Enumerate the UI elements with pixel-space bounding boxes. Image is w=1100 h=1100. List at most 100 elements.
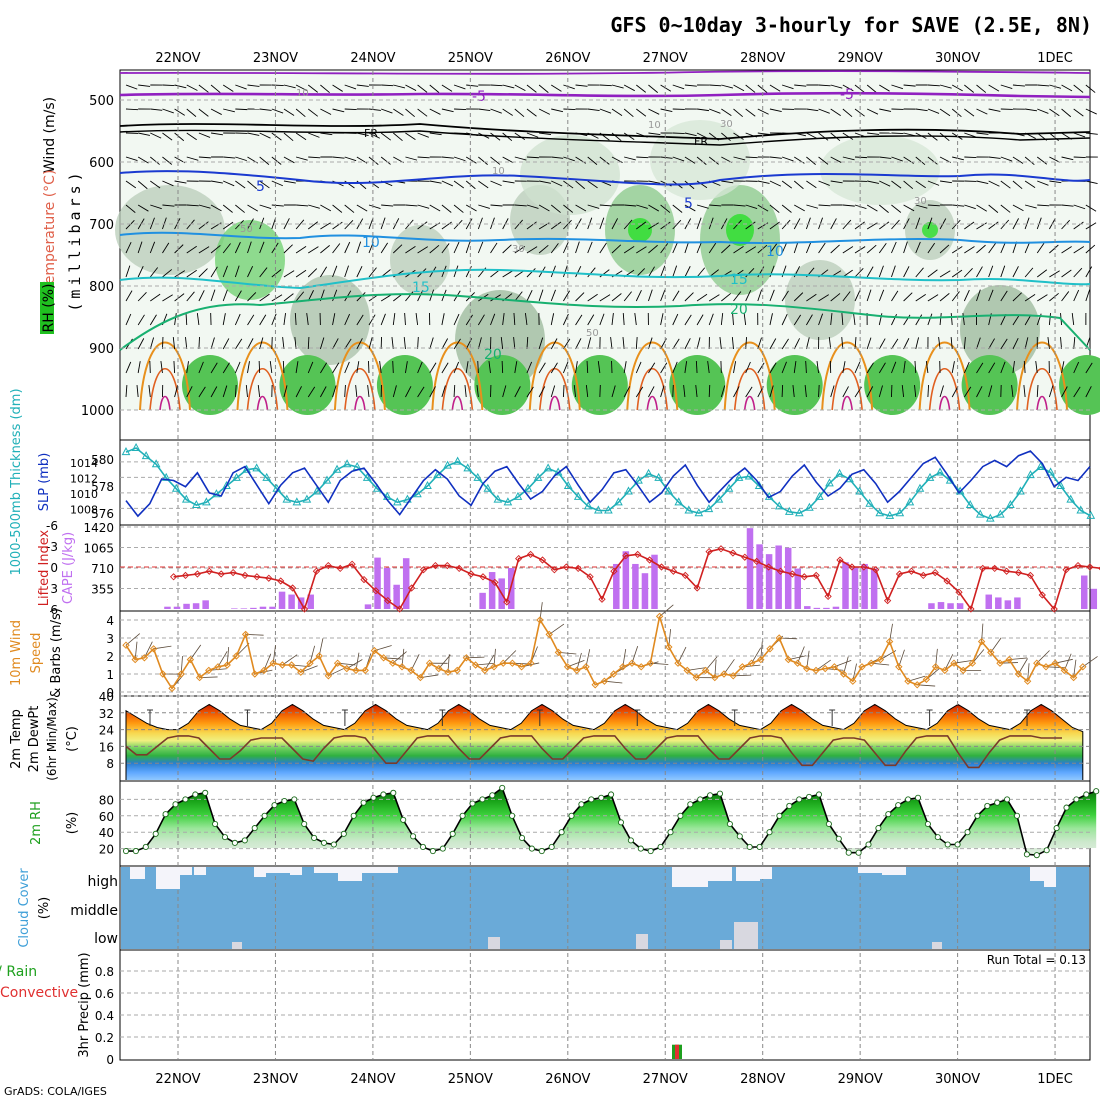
- wind-barb: [891, 219, 900, 230]
- cape-tick-label: 1420: [83, 521, 114, 535]
- wind-barb: [1085, 386, 1092, 398]
- wind-barb: [477, 241, 484, 254]
- wind-barb: [247, 292, 257, 302]
- rh-shading-blob: [1059, 355, 1100, 415]
- wind-barb: [1012, 218, 1019, 230]
- wind-barb: [235, 156, 247, 162]
- cape-bar: [202, 600, 209, 609]
- cape-panel-labels: Lifted Index CAPE (J/kg): [37, 529, 76, 606]
- wind-barb: [223, 180, 235, 187]
- wind10m-point: [950, 659, 958, 667]
- wind-barb: [405, 132, 416, 141]
- cloud-cover-label: Cloud Cover: [17, 868, 32, 948]
- wind-barb: [781, 204, 792, 213]
- lifted-index-point: [681, 571, 689, 580]
- wind-barb: [914, 385, 917, 398]
- wind-barb: [538, 244, 549, 254]
- thickness-point: [433, 470, 442, 479]
- wind-barb: [551, 156, 564, 159]
- wind-barb: [648, 222, 659, 230]
- wind-barb: [513, 337, 516, 350]
- wind-barb: [624, 204, 637, 207]
- wind-barb: [805, 241, 812, 254]
- wind-barb: [465, 361, 469, 374]
- wind-barb: [137, 314, 145, 326]
- wind-barb: [879, 84, 890, 92]
- wind-barb: [878, 385, 883, 398]
- wind-barb: [368, 241, 374, 254]
- wind-barb: [162, 269, 173, 278]
- slp-tick-label: 1008: [70, 503, 98, 516]
- wind-barb: [247, 132, 260, 136]
- wind-barb: [500, 337, 504, 350]
- rh2m-point: [499, 784, 506, 791]
- isotherm-freezing-1: [119, 123, 1091, 140]
- rh2m-point: [657, 843, 664, 851]
- wind10m-point: [821, 664, 829, 673]
- wind10m-point: [609, 670, 618, 678]
- wind-barb: [393, 84, 406, 89]
- isotherm-5: [119, 170, 1091, 186]
- wind-barb: [915, 180, 926, 189]
- cape-bar: [307, 594, 314, 609]
- temp-minmax-bar: [147, 709, 153, 726]
- isotherm-35: [841, 395, 853, 411]
- wind-barb: [271, 269, 282, 278]
- wind10m-point: [904, 677, 912, 685]
- wind-barb: [186, 291, 195, 302]
- wind-barb: [610, 337, 613, 350]
- rh-shading-blob: [726, 214, 754, 246]
- wind-barb: [380, 156, 391, 165]
- wind-barb: [1048, 313, 1051, 326]
- wind-barb: [185, 337, 188, 350]
- wind-barb: [660, 156, 673, 159]
- wind-barb: [355, 385, 358, 398]
- lifted-index-point: [907, 567, 916, 575]
- wind10m-point: [361, 666, 369, 675]
- cloud-high-block: [760, 867, 772, 879]
- wind-barb: [854, 108, 865, 117]
- wind-barb: [818, 108, 830, 114]
- thickness-point: [975, 509, 985, 518]
- wind-barb: [271, 108, 284, 114]
- wind-barb: [769, 221, 780, 230]
- wind10m-barb: [410, 654, 420, 671]
- wind-barb: [636, 246, 647, 254]
- wind-barb: [417, 246, 429, 254]
- wind-barb: [684, 132, 697, 137]
- lifted-index-point: [776, 567, 785, 575]
- wind-barb: [623, 219, 633, 230]
- wind-barb: [878, 338, 886, 350]
- rh2m-point: [459, 812, 466, 819]
- wind10m-point: [885, 637, 894, 646]
- rh-shading-blob: [960, 285, 1040, 375]
- wind-barb: [599, 294, 611, 302]
- wind-barb: [1073, 361, 1080, 374]
- wind-barb: [320, 108, 332, 115]
- wind-barb: [563, 290, 571, 302]
- rh2m-point: [182, 796, 189, 803]
- rh2m-point: [301, 820, 308, 828]
- rh-shading-blob: [922, 222, 938, 238]
- wind-barb: [465, 241, 471, 254]
- date-label-top: 27NOV: [643, 51, 688, 66]
- wind-barb: [173, 360, 176, 374]
- lifted-index-point: [336, 564, 344, 573]
- wind-barb: [149, 314, 157, 326]
- wind-barb: [611, 218, 618, 230]
- date-label-bottom: 25NOV: [448, 1072, 493, 1087]
- thickness-point: [533, 472, 543, 481]
- wind-barb: [575, 338, 582, 350]
- lifted-index-point: [253, 573, 261, 581]
- cape-bar: [269, 606, 276, 609]
- wind-barb: [781, 241, 788, 254]
- wind-barb: [1049, 292, 1059, 302]
- thickness-point: [403, 494, 412, 503]
- wind-barb: [125, 180, 137, 189]
- wind-label: Wind (m/s): [42, 97, 58, 173]
- wind-barb: [210, 289, 216, 302]
- rh2m-point: [1083, 791, 1090, 798]
- cape-bar: [288, 594, 295, 609]
- wind-barb: [939, 385, 944, 398]
- wind-barb: [635, 361, 642, 374]
